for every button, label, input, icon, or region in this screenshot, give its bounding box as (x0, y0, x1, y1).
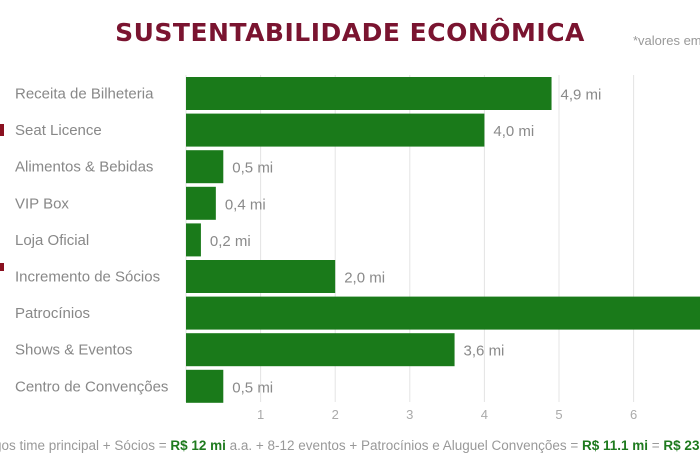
bar (186, 186, 216, 220)
bar (186, 369, 224, 403)
x-tick-label: 2 (332, 407, 339, 422)
footer-summary: gos time principal + Sócios = R$ 12 mi a… (0, 438, 700, 453)
data-label: 0,4 mi (225, 196, 266, 213)
category-label: Centro de Convenções (15, 378, 168, 395)
data-label: 4,0 mi (493, 123, 534, 140)
bar (186, 333, 455, 367)
chart-title: SUSTENTABILIDADE ECONÔMICA (115, 18, 585, 47)
side-marker (0, 263, 4, 271)
category-label: Receita de Bilheteria (15, 86, 154, 103)
x-tick-label: 6 (630, 407, 637, 422)
data-label: 2,0 mi (344, 270, 385, 287)
category-label: Patrocínios (15, 305, 90, 322)
x-tick-label: 4 (481, 407, 488, 422)
bar (186, 113, 485, 147)
data-label: 0,5 mi (232, 160, 273, 177)
category-label: Incremento de Sócios (15, 269, 160, 286)
bar (186, 296, 700, 330)
bar (186, 77, 552, 110)
side-marker (0, 124, 4, 136)
units-note: *valores em (633, 33, 700, 48)
data-label: 4,9 mi (561, 87, 602, 104)
category-label: Seat Licence (15, 122, 102, 139)
category-label: Loja Oficial (15, 232, 89, 249)
x-tick-label: 5 (555, 407, 562, 422)
category-label: Shows & Eventos (15, 342, 133, 359)
bar (186, 150, 224, 184)
data-label: 0,5 mi (232, 379, 273, 396)
category-label: Alimentos & Bebidas (15, 159, 153, 176)
data-label: 0,2 mi (210, 233, 251, 250)
x-tick-label: 3 (406, 407, 413, 422)
category-label: VIP Box (15, 195, 69, 212)
x-tick-label: 1 (257, 407, 264, 422)
bar (186, 260, 336, 293)
data-label: 3,6 mi (464, 343, 505, 360)
bar (186, 223, 201, 257)
